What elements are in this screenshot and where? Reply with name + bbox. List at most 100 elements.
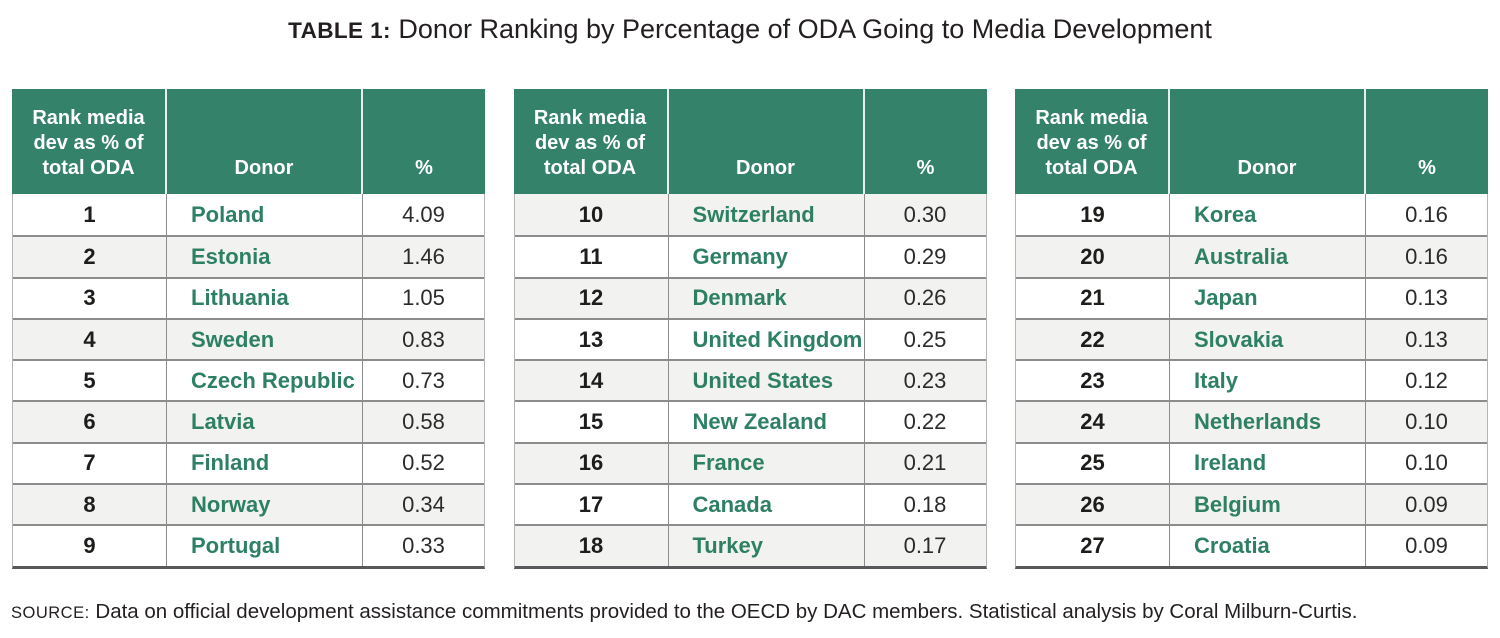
table-row: 17 Canada 0.18 — [514, 483, 986, 525]
rank-cell: 20 — [1016, 237, 1170, 277]
rank-cell: 15 — [515, 402, 669, 442]
table-number-label: TABLE 1: — [288, 18, 391, 43]
table-row: 18 Turkey 0.17 — [514, 524, 986, 566]
table-row: 6 Latvia 0.58 — [13, 400, 484, 442]
donor-cell: Belgium — [1170, 485, 1366, 525]
table-row: 22 Slovakia 0.13 — [1016, 317, 1487, 360]
donor-cell: Italy — [1170, 361, 1366, 401]
table-row: 10 Switzerland 0.30 — [514, 194, 986, 236]
donor-table-ranks-1-9: Rank media dev as % of total ODA Donor %… — [12, 89, 485, 569]
donor-cell: Finland — [167, 443, 363, 484]
table-row: 23 Italy 0.12 — [1016, 359, 1487, 401]
table-row: 2 Estonia 1.46 — [13, 235, 484, 277]
table-row: 25 Ireland 0.10 — [1016, 441, 1487, 484]
donor-cell: Netherlands — [1170, 402, 1366, 442]
donor-cell: Latvia — [167, 402, 363, 442]
figure-title: TABLE 1: Donor Ranking by Percentage of … — [0, 0, 1500, 47]
table-row: 5 Czech Republic 0.73 — [13, 359, 484, 401]
percent-cell: 0.30 — [903, 201, 947, 227]
table-body: 1 Poland 4.09 2 Estonia 1.46 3 Lithuania 1.05 4 Sw… — [12, 194, 485, 569]
table-body: 19 Korea 0.16 20 Australia 0.16 21 Japan 0.13 22 S… — [1015, 194, 1488, 569]
rank-cell: 23 — [1016, 361, 1170, 401]
donor-cell: Germany — [669, 237, 865, 277]
donor-cell: Turkey — [669, 526, 865, 566]
tables-container: Rank media dev as % of total ODA Donor %… — [0, 89, 1500, 569]
rank-cell: 21 — [1016, 278, 1170, 318]
rank-cell: 12 — [515, 278, 669, 318]
percent-cell: 0.83 — [402, 326, 445, 352]
percent-cell: 0.33 — [402, 533, 445, 559]
donor-cell: France — [669, 443, 865, 484]
percent-cell: 1.05 — [402, 285, 445, 311]
donor-cell: Japan — [1170, 278, 1366, 318]
percent-cell: 0.09 — [1405, 533, 1448, 559]
donor-cell: Slovakia — [1170, 319, 1366, 360]
table-row: 19 Korea 0.16 — [1016, 194, 1487, 236]
percent-cell: 0.09 — [1405, 491, 1448, 517]
donor-cell: Canada — [669, 485, 865, 525]
donor-cell: Czech Republic — [167, 361, 363, 401]
rank-cell: 14 — [515, 361, 669, 401]
table-row: 7 Finland 0.52 — [13, 441, 484, 484]
table-header: Rank media dev as % of total ODA Donor % — [513, 89, 987, 194]
header-rank-media-dev: Rank media dev as % of total ODA — [514, 89, 669, 194]
donor-table-ranks-19-27: Rank media dev as % of total ODA Donor %… — [1015, 89, 1488, 569]
table-row: 14 United States 0.23 — [514, 359, 986, 401]
donor-cell: Portugal — [167, 526, 363, 566]
table-row: 24 Netherlands 0.10 — [1016, 400, 1487, 442]
percent-cell: 4.09 — [402, 201, 445, 227]
rank-cell: 19 — [1016, 194, 1170, 236]
percent-cell: 0.25 — [903, 326, 947, 352]
percent-cell: 0.58 — [402, 409, 445, 435]
table-row: 13 United Kingdom 0.25 — [514, 317, 986, 360]
donor-cell: Australia — [1170, 237, 1366, 277]
percent-cell: 0.10 — [1405, 450, 1448, 476]
donor-cell: Korea — [1170, 194, 1366, 236]
table-row: 12 Denmark 0.26 — [514, 276, 986, 318]
percent-cell: 0.12 — [1405, 367, 1448, 393]
header-donor: Donor — [669, 89, 865, 194]
rank-cell: 7 — [13, 443, 167, 484]
table-row: 4 Sweden 0.83 — [13, 317, 484, 360]
donor-cell: Ireland — [1170, 443, 1366, 484]
rank-cell: 26 — [1016, 485, 1170, 525]
donor-cell: Poland — [167, 194, 363, 236]
percent-cell: 0.13 — [1405, 326, 1448, 352]
percent-cell: 0.26 — [903, 285, 947, 311]
header-donor: Donor — [1170, 89, 1366, 194]
header-percent: % — [916, 157, 935, 179]
donor-table-ranks-10-18: Rank media dev as % of total ODA Donor %… — [513, 89, 987, 569]
donor-cell: Denmark — [669, 278, 865, 318]
table-header: Rank media dev as % of total ODA Donor % — [12, 89, 485, 194]
percent-cell: 0.18 — [903, 491, 947, 517]
table-row: 1 Poland 4.09 — [13, 194, 484, 236]
header-percent: % — [415, 157, 433, 179]
percent-cell: 1.46 — [402, 243, 445, 269]
table-row: 16 France 0.21 — [514, 441, 986, 484]
donor-cell: Estonia — [167, 237, 363, 277]
percent-cell: 0.29 — [903, 243, 947, 269]
title-text: Donor Ranking by Percentage of ODA Going… — [390, 14, 1212, 44]
table-row: 15 New Zealand 0.22 — [514, 400, 986, 442]
table-row: 3 Lithuania 1.05 — [13, 276, 484, 318]
header-donor: Donor — [167, 89, 363, 194]
table-body: 10 Switzerland 0.30 11 Germany 0.29 12 Denmark 0… — [513, 194, 987, 569]
table-row: 21 Japan 0.13 — [1016, 276, 1487, 318]
percent-cell: 0.17 — [903, 533, 947, 559]
percent-cell: 0.16 — [1405, 243, 1448, 269]
source-text: Data on official development assistance … — [89, 599, 1358, 623]
table-row: 9 Portugal 0.33 — [13, 524, 484, 566]
rank-cell: 4 — [13, 319, 167, 360]
rank-cell: 3 — [13, 278, 167, 318]
rank-cell: 9 — [13, 526, 167, 566]
rank-cell: 17 — [515, 485, 669, 525]
percent-cell: 0.34 — [402, 491, 445, 517]
percent-cell: 0.21 — [903, 450, 947, 476]
header-percent: % — [1418, 157, 1436, 179]
donor-cell: Croatia — [1170, 526, 1366, 566]
rank-cell: 2 — [13, 237, 167, 277]
percent-cell: 0.10 — [1405, 409, 1448, 435]
rank-cell: 16 — [515, 443, 669, 484]
rank-cell: 24 — [1016, 402, 1170, 442]
donor-cell: United Kingdom — [669, 319, 865, 360]
